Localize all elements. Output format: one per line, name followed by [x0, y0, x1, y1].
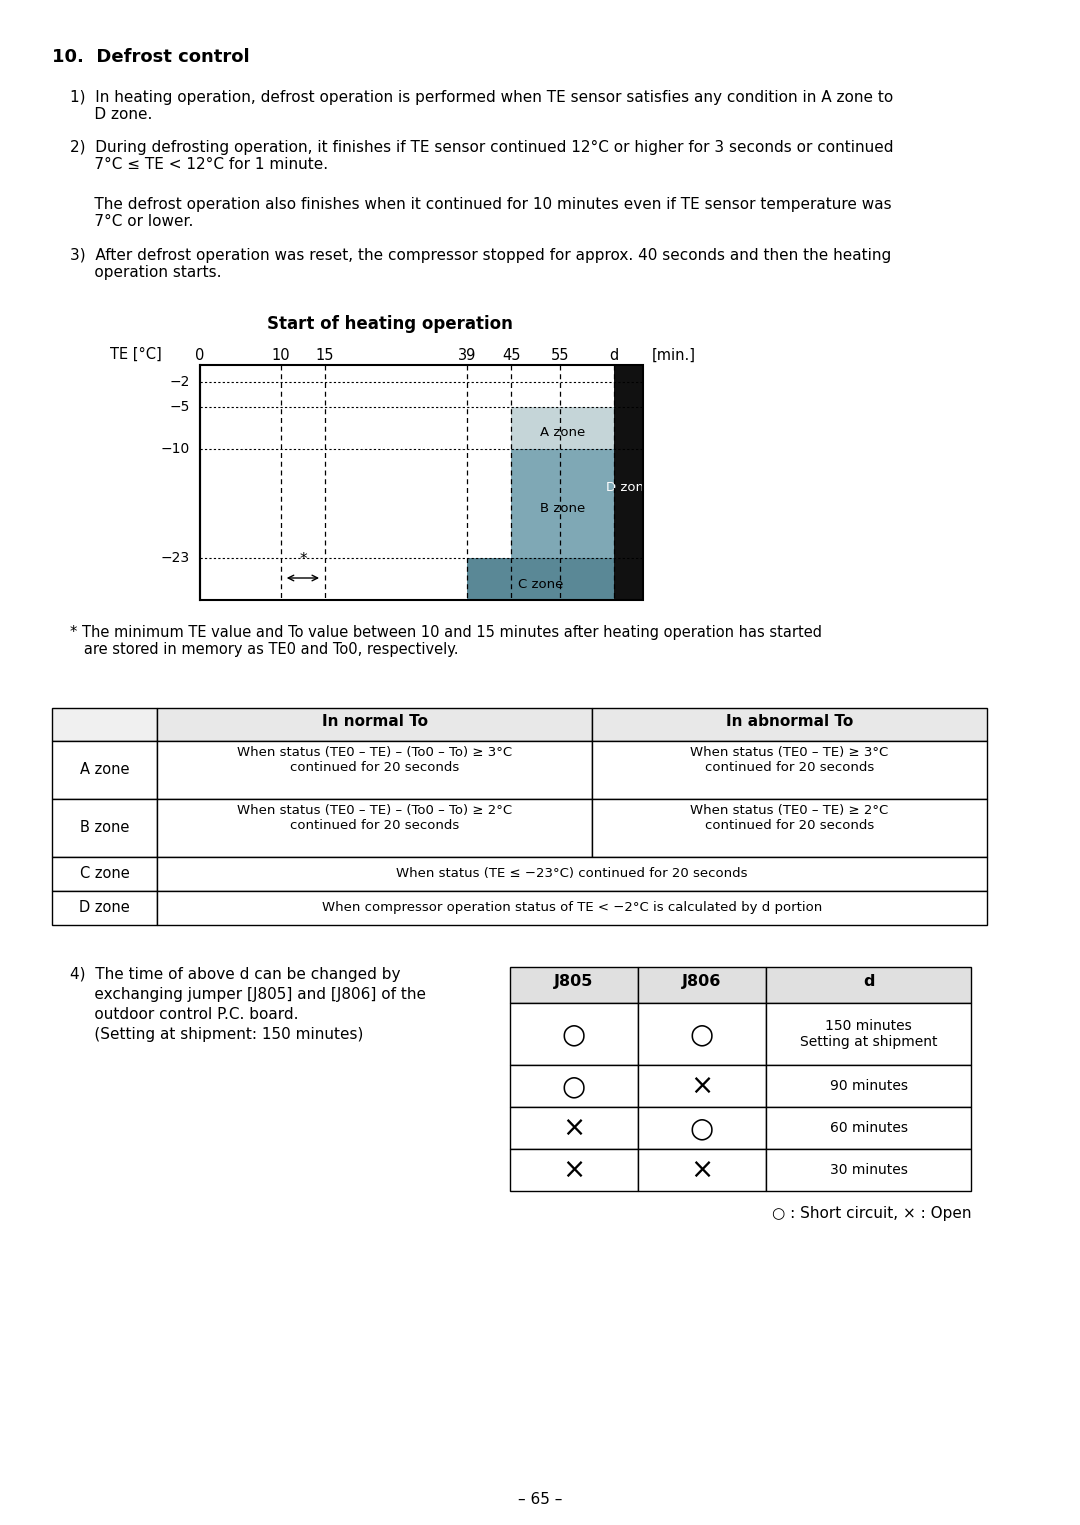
- Bar: [638, 1148, 766, 1191]
- Text: −2: −2: [170, 375, 190, 389]
- Bar: [511, 448, 615, 558]
- Text: ○: ○: [562, 1072, 586, 1100]
- Bar: [52, 799, 157, 857]
- Text: The defrost operation also finishes when it continued for 10 minutes even if TE : The defrost operation also finishes when…: [70, 197, 892, 229]
- Text: 45: 45: [502, 348, 521, 363]
- Bar: [638, 1003, 766, 1064]
- Text: ○: ○: [562, 1020, 586, 1048]
- Bar: [200, 364, 644, 599]
- Text: −10: −10: [161, 442, 190, 456]
- Text: [min.]: [min.]: [651, 348, 696, 363]
- Bar: [467, 558, 615, 599]
- Text: When status (TE0 – TE) ≥ 2°C
continued for 20 seconds: When status (TE0 – TE) ≥ 2°C continued f…: [690, 804, 889, 833]
- Bar: [52, 741, 157, 799]
- Text: 0: 0: [195, 348, 205, 363]
- Text: *: *: [299, 552, 307, 567]
- Bar: [592, 741, 987, 799]
- Bar: [615, 364, 644, 599]
- Bar: [157, 857, 987, 891]
- Text: When status (TE0 – TE) – (To0 – To) ≥ 2°C
continued for 20 seconds: When status (TE0 – TE) – (To0 – To) ≥ 2°…: [237, 804, 512, 833]
- Text: * The minimum TE value and To value between 10 and 15 minutes after heating oper: * The minimum TE value and To value betw…: [70, 625, 822, 657]
- Bar: [592, 708, 987, 741]
- Text: When status (TE0 – TE) – (To0 – To) ≥ 3°C
continued for 20 seconds: When status (TE0 – TE) – (To0 – To) ≥ 3°…: [237, 746, 512, 775]
- Text: D zone: D zone: [606, 480, 652, 494]
- Bar: [766, 1003, 971, 1064]
- Bar: [157, 799, 592, 857]
- Text: 10: 10: [271, 348, 291, 363]
- Bar: [52, 891, 157, 926]
- Bar: [766, 1064, 971, 1107]
- Text: C zone: C zone: [518, 578, 564, 590]
- Text: When status (TE0 – TE) ≥ 3°C
continued for 20 seconds: When status (TE0 – TE) ≥ 3°C continued f…: [690, 746, 889, 775]
- Text: B zone: B zone: [80, 820, 130, 836]
- Bar: [157, 741, 592, 799]
- Text: ○ : Short circuit, × : Open: ○ : Short circuit, × : Open: [771, 1206, 971, 1222]
- Bar: [766, 1148, 971, 1191]
- Bar: [510, 1064, 638, 1107]
- Text: outdoor control P.C. board.: outdoor control P.C. board.: [70, 1006, 298, 1022]
- Text: ○: ○: [690, 1113, 714, 1142]
- Bar: [157, 891, 987, 926]
- Text: ○: ○: [690, 1020, 714, 1048]
- Text: In abnormal To: In abnormal To: [726, 714, 853, 729]
- Bar: [638, 967, 766, 1003]
- Text: 150 minutes
Setting at shipment: 150 minutes Setting at shipment: [800, 1019, 937, 1049]
- Text: C zone: C zone: [80, 866, 130, 881]
- Text: −23: −23: [161, 551, 190, 566]
- Text: 10.  Defrost control: 10. Defrost control: [52, 47, 249, 66]
- Text: When compressor operation status of TE < −2°C is calculated by d portion: When compressor operation status of TE <…: [322, 901, 822, 915]
- Text: (Setting at shipment: 150 minutes): (Setting at shipment: 150 minutes): [70, 1026, 363, 1042]
- Text: d: d: [609, 348, 619, 363]
- Text: A zone: A zone: [540, 427, 585, 439]
- Text: 2)  During defrosting operation, it finishes if TE sensor continued 12°C or high: 2) During defrosting operation, it finis…: [70, 140, 893, 172]
- Text: −5: −5: [170, 400, 190, 413]
- Bar: [510, 967, 638, 1003]
- Bar: [592, 799, 987, 857]
- Text: 15: 15: [315, 348, 334, 363]
- Bar: [510, 1003, 638, 1064]
- Text: 90 minutes: 90 minutes: [829, 1080, 907, 1093]
- Bar: [766, 967, 971, 1003]
- Text: In normal To: In normal To: [322, 714, 428, 729]
- Text: ×: ×: [563, 1113, 585, 1142]
- Text: 60 minutes: 60 minutes: [829, 1121, 907, 1135]
- Text: d: d: [863, 974, 874, 990]
- Text: ×: ×: [690, 1156, 714, 1183]
- Text: – 65 –: – 65 –: [517, 1491, 563, 1507]
- Bar: [766, 1107, 971, 1148]
- Text: J805: J805: [554, 974, 594, 990]
- Text: ×: ×: [690, 1072, 714, 1100]
- Text: When status (TE ≤ −23°C) continued for 20 seconds: When status (TE ≤ −23°C) continued for 2…: [396, 868, 747, 880]
- Text: J806: J806: [683, 974, 721, 990]
- Text: A zone: A zone: [80, 762, 130, 778]
- Bar: [638, 1064, 766, 1107]
- Text: 1)  In heating operation, defrost operation is performed when TE sensor satisfie: 1) In heating operation, defrost operati…: [70, 90, 893, 122]
- Text: D zone: D zone: [79, 900, 130, 915]
- Text: ×: ×: [563, 1156, 585, 1183]
- Bar: [157, 708, 592, 741]
- Text: 55: 55: [551, 348, 569, 363]
- Text: Start of heating operation: Start of heating operation: [267, 316, 513, 332]
- Bar: [511, 407, 615, 448]
- Text: 39: 39: [458, 348, 476, 363]
- Text: 4)  The time of above d can be changed by: 4) The time of above d can be changed by: [70, 967, 401, 982]
- Bar: [510, 1148, 638, 1191]
- Text: TE [°C]: TE [°C]: [110, 348, 162, 361]
- Bar: [638, 1107, 766, 1148]
- Text: 3)  After defrost operation was reset, the compressor stopped for approx. 40 sec: 3) After defrost operation was reset, th…: [70, 249, 891, 281]
- Text: 30 minutes: 30 minutes: [829, 1164, 907, 1177]
- Text: exchanging jumper [J805] and [J806] of the: exchanging jumper [J805] and [J806] of t…: [70, 987, 426, 1002]
- Bar: [52, 857, 157, 891]
- Text: B zone: B zone: [540, 502, 585, 515]
- Bar: [52, 708, 157, 741]
- Bar: [510, 1107, 638, 1148]
